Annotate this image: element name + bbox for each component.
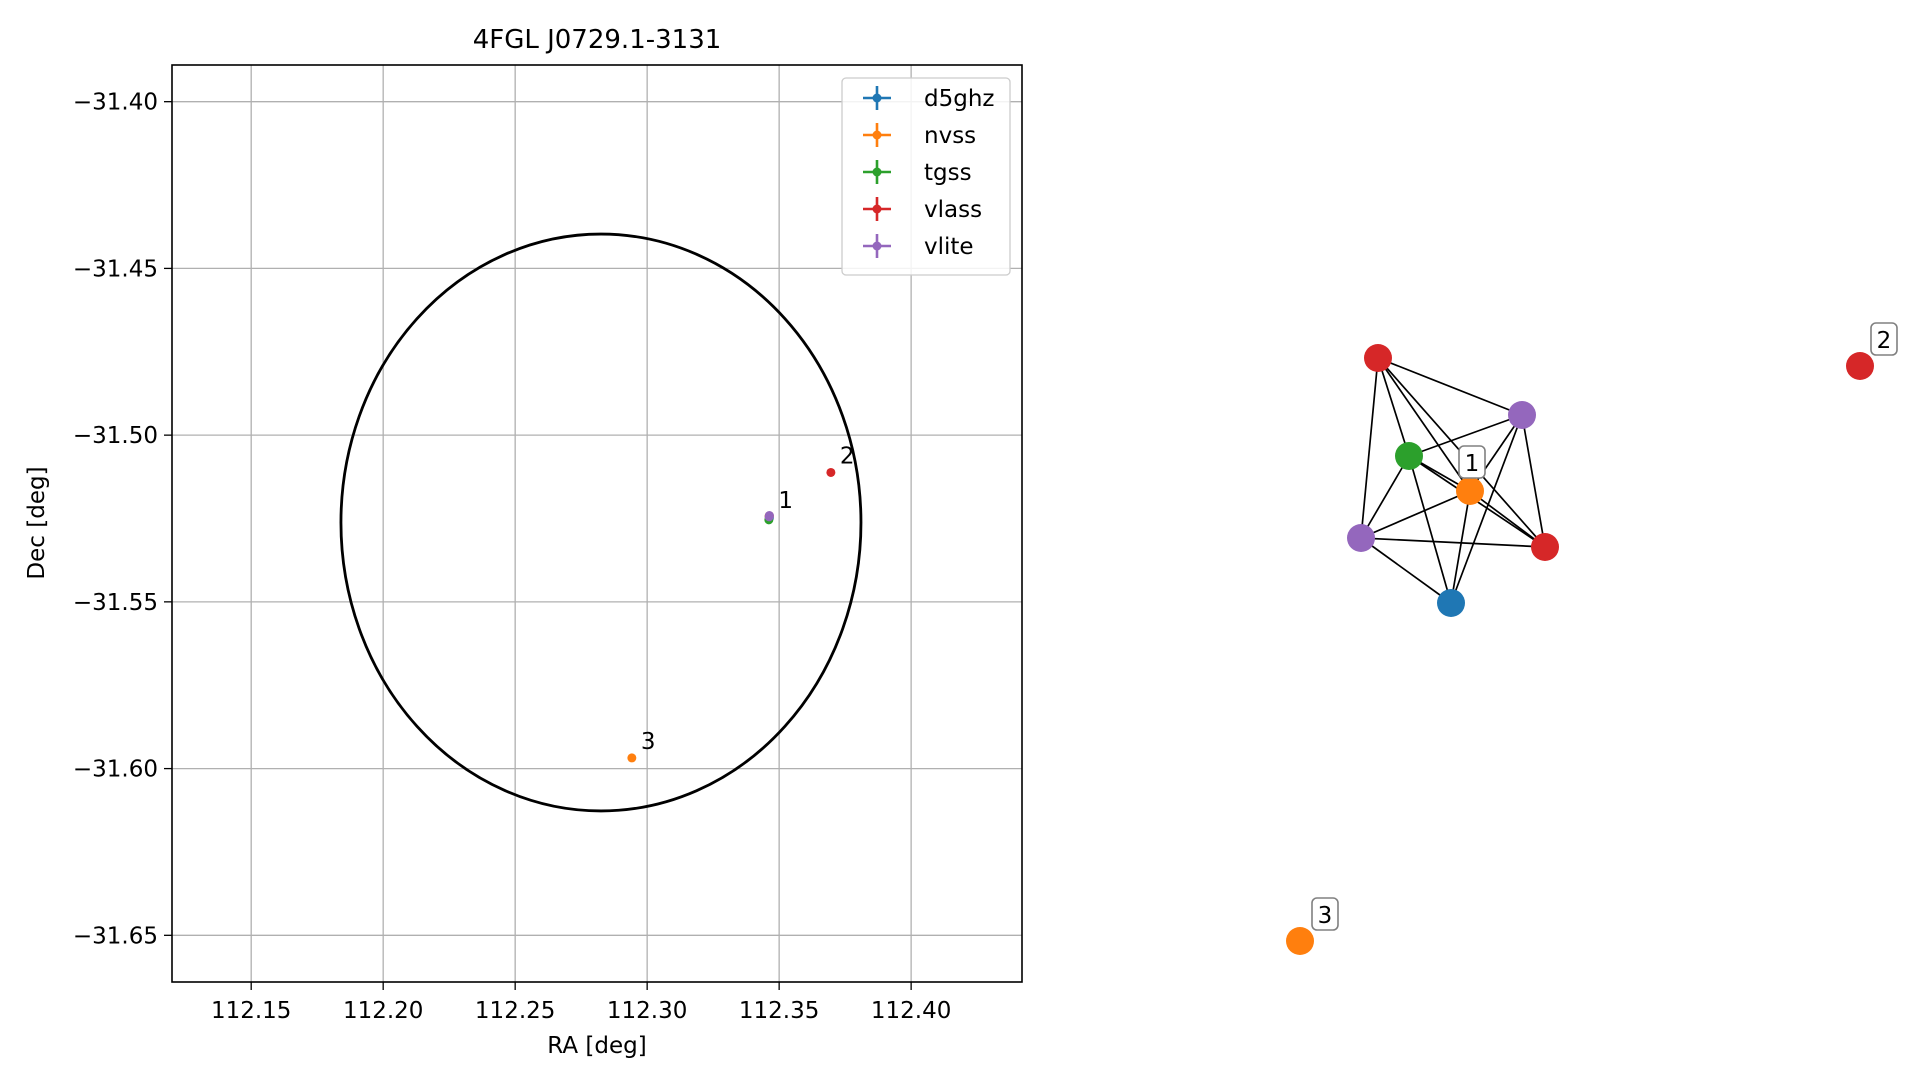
network-edges xyxy=(1360,357,1546,604)
legend-label: tgss xyxy=(924,160,972,186)
legend-label: d5ghz xyxy=(924,86,994,112)
y-tick-label: −31.40 xyxy=(73,90,158,116)
network-edge xyxy=(1450,490,1471,604)
y-tick-label: −31.45 xyxy=(73,256,158,282)
node-label: 1 xyxy=(1465,451,1480,477)
network-edge xyxy=(1521,414,1546,548)
data-points xyxy=(627,467,836,763)
legend-marker-dot xyxy=(872,130,882,140)
legend: d5ghz nvss tgss vlass vlite xyxy=(841,77,1011,276)
network-node-vlite_a xyxy=(1508,401,1536,429)
network-edge xyxy=(1360,357,1379,539)
x-tick-label: 112.30 xyxy=(607,998,687,1024)
chart-title: 4FGL J0729.1-3131 xyxy=(473,25,722,55)
network-edge xyxy=(1360,455,1410,539)
legend-label: nvss xyxy=(924,123,976,149)
y-tick-label: −31.60 xyxy=(73,757,158,783)
x-tick-label: 112.25 xyxy=(475,998,555,1024)
legend-label: vlass xyxy=(924,197,982,223)
y-axis-ticks: −31.40 −31.45 −31.50 −31.55 −31.60 −31.65 xyxy=(73,90,172,949)
y-tick-label: −31.65 xyxy=(73,923,158,949)
x-tick-label: 112.20 xyxy=(343,998,423,1024)
x-axis-label: RA [deg] xyxy=(547,1033,646,1059)
legend-marker-dot xyxy=(872,167,882,177)
network-node-labels: 1 2 3 xyxy=(1311,322,1898,931)
legend-marker-dot xyxy=(872,241,882,251)
sky-position-panel: 4FGL J0729.1-3131 1 2 3 112.15 112.20 112.25… xyxy=(24,25,1023,1059)
network-edge xyxy=(1377,357,1471,492)
legend-label: vlite xyxy=(924,234,974,260)
network-edge xyxy=(1360,490,1471,539)
legend-box xyxy=(841,77,1011,276)
x-axis-ticks: 112.15 112.20 112.25 112.30 112.35 112.40 xyxy=(211,982,951,1024)
network-node-tgss xyxy=(1395,442,1423,470)
network-node-d5ghz xyxy=(1437,589,1465,617)
network-nodes xyxy=(1286,344,1874,955)
data-point-nvss xyxy=(627,753,637,763)
point-annotation: 1 xyxy=(778,488,793,514)
y-axis-label: Dec [deg] xyxy=(24,466,50,579)
localization-ellipse-curve xyxy=(339,232,863,813)
network-node-vlass_2 xyxy=(1846,352,1874,380)
network-node-vlass_a xyxy=(1364,344,1392,372)
node-label-box xyxy=(1311,897,1339,931)
network-edge xyxy=(1377,357,1410,457)
data-point-vlite xyxy=(764,510,774,520)
node-label: 3 xyxy=(1318,903,1333,929)
node-label: 2 xyxy=(1877,328,1892,354)
x-tick-label: 112.15 xyxy=(211,998,291,1024)
point-annotation: 2 xyxy=(840,443,855,469)
network-edge xyxy=(1408,455,1452,604)
network-edge xyxy=(1408,414,1523,457)
legend-marker-dot xyxy=(872,93,882,103)
network-edge xyxy=(1377,357,1523,416)
network-edge xyxy=(1469,490,1546,548)
match-network-panel: 1 2 3 xyxy=(1286,322,1898,955)
data-point-vlass xyxy=(826,467,836,477)
x-tick-label: 112.40 xyxy=(871,998,951,1024)
point-annotations: 1 2 3 xyxy=(641,443,855,754)
node-label-box xyxy=(1870,322,1898,356)
plot-frame xyxy=(171,64,1023,983)
network-node-nvss_3 xyxy=(1286,927,1314,955)
network-edge xyxy=(1360,537,1546,548)
legend-marker-dot xyxy=(872,204,882,214)
node-label-box xyxy=(1458,445,1486,479)
x-tick-label: 112.35 xyxy=(739,998,819,1024)
y-tick-label: −31.55 xyxy=(73,590,158,616)
network-node-vlass_b xyxy=(1531,533,1559,561)
network-node-nvss_1 xyxy=(1456,477,1484,505)
network-node-vlite_b xyxy=(1347,524,1375,552)
y-tick-label: −31.50 xyxy=(73,423,158,449)
point-annotation: 3 xyxy=(641,729,656,755)
localization-ellipse xyxy=(339,232,863,813)
network-edge xyxy=(1450,414,1523,604)
network-edge xyxy=(1360,537,1452,604)
